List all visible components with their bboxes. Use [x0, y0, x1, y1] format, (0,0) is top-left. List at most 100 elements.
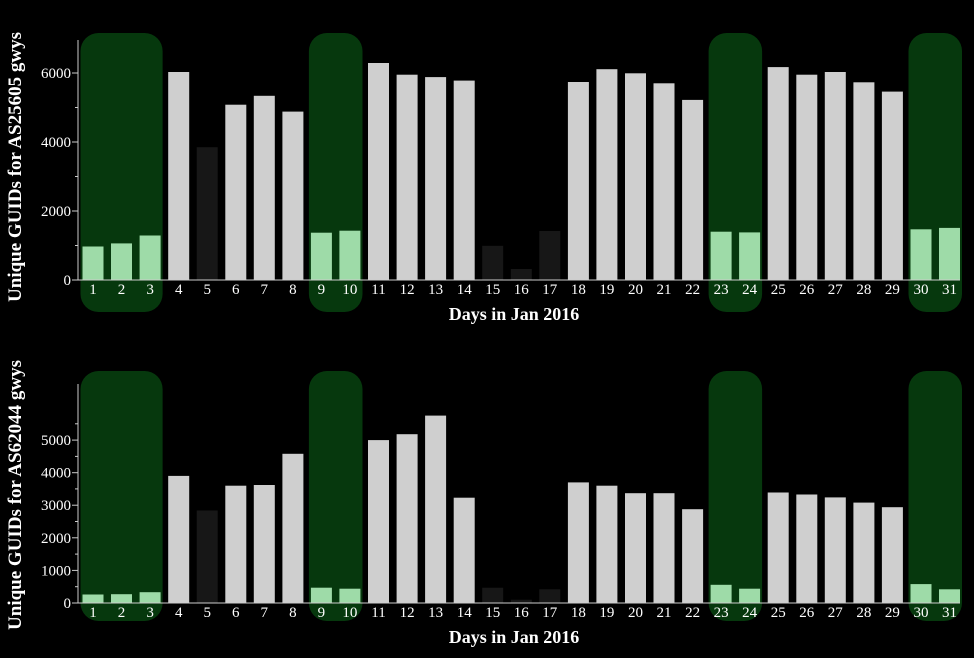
bar-day-22 [682, 99, 704, 281]
x-tick-label-day-3: 3 [146, 282, 154, 298]
bar-day-24 [739, 588, 761, 603]
bar-day-17 [539, 231, 561, 280]
y-axis-label-as25605: Unique GUIDs for AS25605 gwys [5, 32, 26, 302]
bar-day-9 [310, 232, 332, 280]
bar-day-20 [625, 493, 646, 603]
x-tick-label-day-19: 19 [599, 282, 614, 298]
bar-day-30 [910, 584, 932, 603]
bar-day-22 [682, 509, 704, 603]
x-tick-label-day-19: 19 [599, 605, 614, 621]
x-tick-label-day-25: 25 [771, 605, 786, 621]
bar-day-7 [253, 95, 275, 280]
x-tick-label-day-25: 25 [771, 282, 786, 298]
x-axis-label: Days in Jan 2016 [449, 304, 580, 324]
bar-day-4 [168, 72, 190, 280]
bar-day-20 [625, 73, 646, 280]
x-tick-label-day-16: 16 [514, 282, 530, 298]
bar-day-24 [739, 232, 761, 280]
x-tick-label-day-12: 12 [400, 282, 415, 298]
bar-day-2 [111, 594, 132, 603]
bar-day-8 [282, 111, 304, 280]
x-tick-label-day-16: 16 [514, 605, 530, 621]
x-tick-label-day-10: 10 [342, 605, 357, 621]
weekend-band [80, 371, 163, 621]
bar-day-18 [567, 82, 589, 280]
bar-day-11 [368, 63, 389, 280]
weekend-band [708, 371, 763, 621]
x-tick-label-day-1: 1 [89, 605, 97, 621]
y-tick-label: 4000 [41, 135, 71, 151]
x-tick-label-day-23: 23 [714, 605, 729, 621]
bar-day-31 [939, 589, 960, 603]
y-tick-label: 0 [64, 596, 72, 612]
x-tick-label-day-13: 13 [428, 282, 443, 298]
bar-day-27 [824, 497, 846, 603]
y-tick-label: 2000 [41, 204, 71, 220]
x-tick-label-day-13: 13 [428, 605, 443, 621]
x-tick-label-day-27: 27 [828, 282, 844, 298]
bar-day-28 [853, 82, 875, 280]
x-tick-label-day-24: 24 [742, 282, 758, 298]
x-tick-label-day-18: 18 [571, 605, 586, 621]
bar-day-23 [710, 584, 732, 603]
x-tick-label-day-20: 20 [628, 282, 643, 298]
bar-day-7 [253, 485, 275, 603]
x-tick-label-day-6: 6 [232, 282, 240, 298]
bar-day-18 [567, 482, 589, 603]
y-tick-label: 6000 [41, 66, 71, 82]
bar-day-16 [510, 599, 532, 603]
x-tick-label-day-28: 28 [856, 282, 871, 298]
bar-day-19 [596, 485, 618, 603]
x-tick-label-day-15: 15 [485, 282, 500, 298]
x-tick-label-day-12: 12 [400, 605, 415, 621]
x-tick-label-day-15: 15 [485, 605, 500, 621]
bar-day-15 [482, 245, 504, 280]
bar-day-4 [168, 475, 190, 603]
x-tick-label-day-2: 2 [118, 282, 126, 298]
x-tick-label-day-3: 3 [146, 605, 154, 621]
x-tick-label-day-11: 11 [371, 605, 385, 621]
bar-day-23 [710, 231, 732, 280]
y-tick-label: 3000 [41, 498, 71, 514]
x-tick-label-day-24: 24 [742, 605, 758, 621]
x-axis-label: Days in Jan 2016 [449, 627, 580, 647]
bar-day-26 [796, 74, 818, 280]
x-tick-label-day-11: 11 [371, 282, 385, 298]
x-tick-label-day-30: 30 [914, 282, 929, 298]
x-tick-label-day-31: 31 [942, 605, 957, 621]
bar-day-5 [196, 147, 218, 280]
bar-day-27 [824, 72, 846, 280]
x-tick-label-day-1: 1 [89, 282, 97, 298]
x-tick-label-day-31: 31 [942, 282, 957, 298]
bar-day-21 [653, 493, 675, 603]
bar-day-3 [139, 235, 161, 280]
bar-day-9 [310, 587, 332, 603]
x-tick-label-day-4: 4 [175, 605, 183, 621]
x-tick-label-day-17: 17 [542, 605, 558, 621]
bar-day-10 [339, 588, 361, 603]
y-tick-label: 5000 [41, 433, 71, 449]
bar-day-1 [82, 246, 104, 280]
x-tick-label-day-5: 5 [203, 605, 211, 621]
bar-day-28 [853, 502, 875, 603]
bar-day-8 [282, 453, 304, 603]
x-tick-label-day-26: 26 [799, 605, 815, 621]
bar-day-14 [453, 497, 475, 603]
bar-day-21 [653, 83, 675, 280]
x-tick-label-day-29: 29 [885, 282, 900, 298]
bar-day-3 [139, 592, 161, 603]
bar-day-15 [482, 587, 504, 603]
bar-day-13 [425, 77, 447, 280]
x-tick-label-day-21: 21 [657, 282, 672, 298]
bar-day-1 [82, 594, 104, 603]
x-tick-label-day-17: 17 [542, 282, 558, 298]
y-axis-label-as62044: Unique GUIDs for AS62044 gwys [5, 360, 26, 630]
weekend-band [308, 371, 363, 621]
x-tick-label-day-20: 20 [628, 605, 643, 621]
bar-day-29 [881, 507, 903, 603]
bar-day-25 [767, 492, 789, 603]
x-tick-label-day-22: 22 [685, 282, 700, 298]
x-tick-label-day-4: 4 [175, 282, 183, 298]
x-tick-label-day-9: 9 [318, 282, 326, 298]
